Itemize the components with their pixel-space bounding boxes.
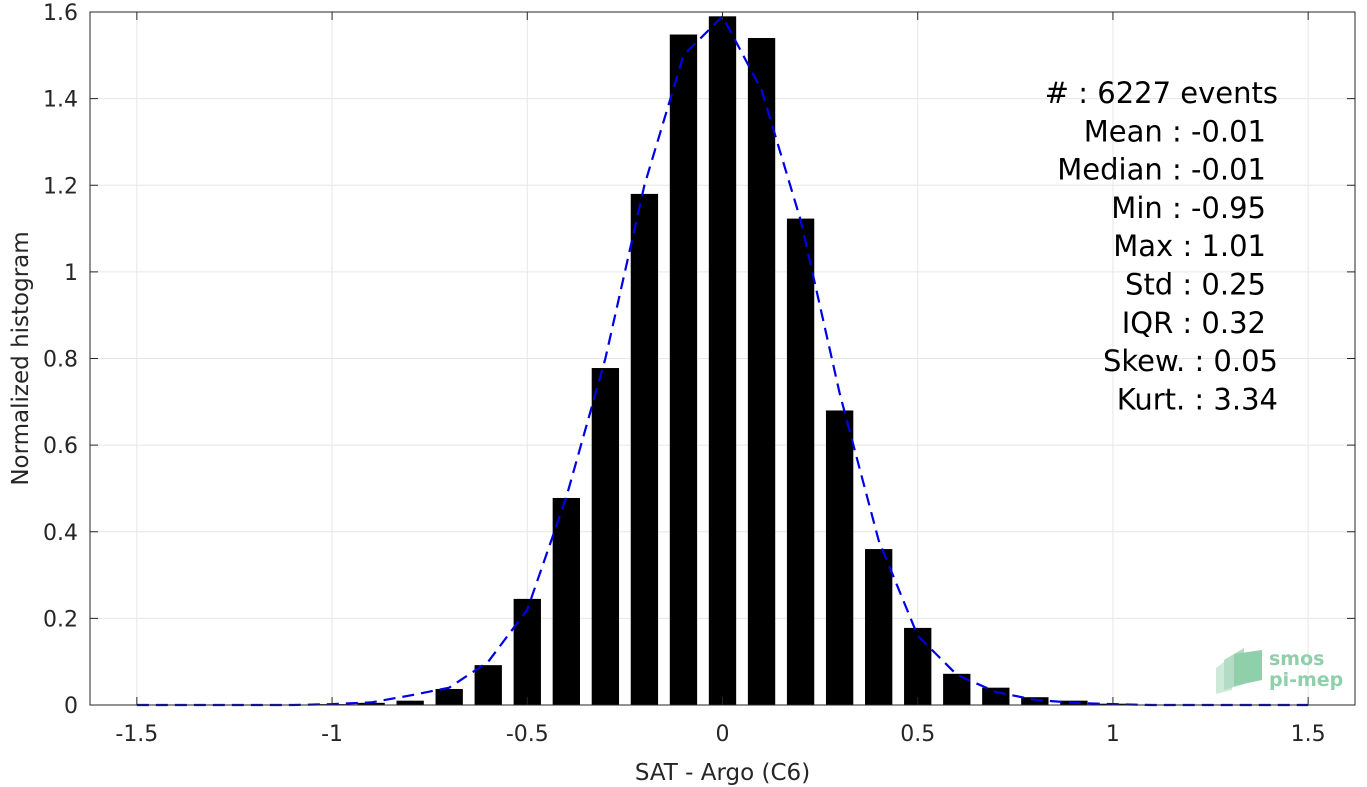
- stat-std: Std : 0.25: [1125, 268, 1266, 302]
- x-tick-label: 1.5: [1291, 722, 1326, 747]
- x-tick-label: -1.5: [115, 722, 158, 747]
- histogram-bar: [396, 700, 424, 705]
- stat-iqr: IQR : 0.32: [1122, 306, 1266, 340]
- x-tick-label: -0.5: [506, 722, 549, 747]
- histogram-bars: [318, 16, 1127, 706]
- logo-text-pi-mep: pi-mep: [1269, 669, 1343, 691]
- y-tick-label: 1: [64, 261, 78, 286]
- y-tick-label: 1.2: [43, 174, 78, 199]
- y-tick-label: 0: [64, 694, 78, 719]
- stat-median: Median : -0.01: [1057, 153, 1266, 187]
- histogram-bar: [357, 702, 385, 705]
- x-tick-label: 1: [1106, 722, 1120, 747]
- histogram-bar: [513, 598, 541, 705]
- y-axis-label: Normalized histogram: [8, 231, 34, 485]
- x-tick-label: 0: [716, 722, 730, 747]
- stat-mean: Mean : -0.01: [1084, 114, 1266, 148]
- y-tick-label: 0.2: [43, 607, 78, 632]
- stat-#: # : 6227 events: [1045, 76, 1278, 110]
- x-axis-label: SAT - Argo (C6): [635, 760, 810, 786]
- stat-kurt: Kurt. : 3.34: [1117, 382, 1278, 416]
- smos-pi-mep-logo: smos pi-mep: [1216, 648, 1343, 694]
- histogram-bar: [708, 16, 737, 706]
- axes-frame: [89, 11, 1356, 706]
- histogram-bar: [435, 688, 463, 705]
- y-tick-label: 0.6: [43, 434, 78, 459]
- tick-labels: -1.5 -1 -0.5 0 0.5 1 1.5 0 0.2 0.4 0.6 0.8 1 1.2 1.4 1.…: [43, 1, 1326, 747]
- statistics-annotation: # : 6227 events Mean : -0.01 Median : -0.0…: [1045, 76, 1278, 416]
- histogram-bar: [904, 627, 932, 705]
- y-tick-label: 1.6: [43, 1, 78, 26]
- stat-skew: Skew. : 0.05: [1103, 344, 1278, 378]
- histogram-bar: [552, 497, 580, 705]
- y-tick-label: 1.4: [43, 88, 78, 113]
- histogram-bar: [591, 368, 620, 705]
- histogram-bar: [786, 218, 815, 705]
- stat-max: Max : 1.01: [1113, 229, 1266, 263]
- histogram-bar: [825, 410, 854, 705]
- y-tick-label: 0.4: [43, 521, 78, 546]
- histogram-bar: [474, 665, 502, 705]
- histogram-bar: [1021, 697, 1049, 705]
- stat-min: Min : -0.95: [1111, 191, 1266, 225]
- histogram-bar: [630, 193, 659, 705]
- histogram-bar: [865, 549, 893, 705]
- histogram-bar: [669, 34, 698, 705]
- y-tick-label: 0.8: [43, 348, 78, 373]
- logo-text-smos: smos: [1269, 648, 1324, 670]
- histogram-bar: [747, 37, 776, 706]
- x-tick-label: -1: [321, 722, 343, 747]
- logo-mark-icon: [1216, 648, 1262, 694]
- x-tick-label: 0.5: [900, 722, 935, 747]
- histogram-bar: [982, 687, 1010, 705]
